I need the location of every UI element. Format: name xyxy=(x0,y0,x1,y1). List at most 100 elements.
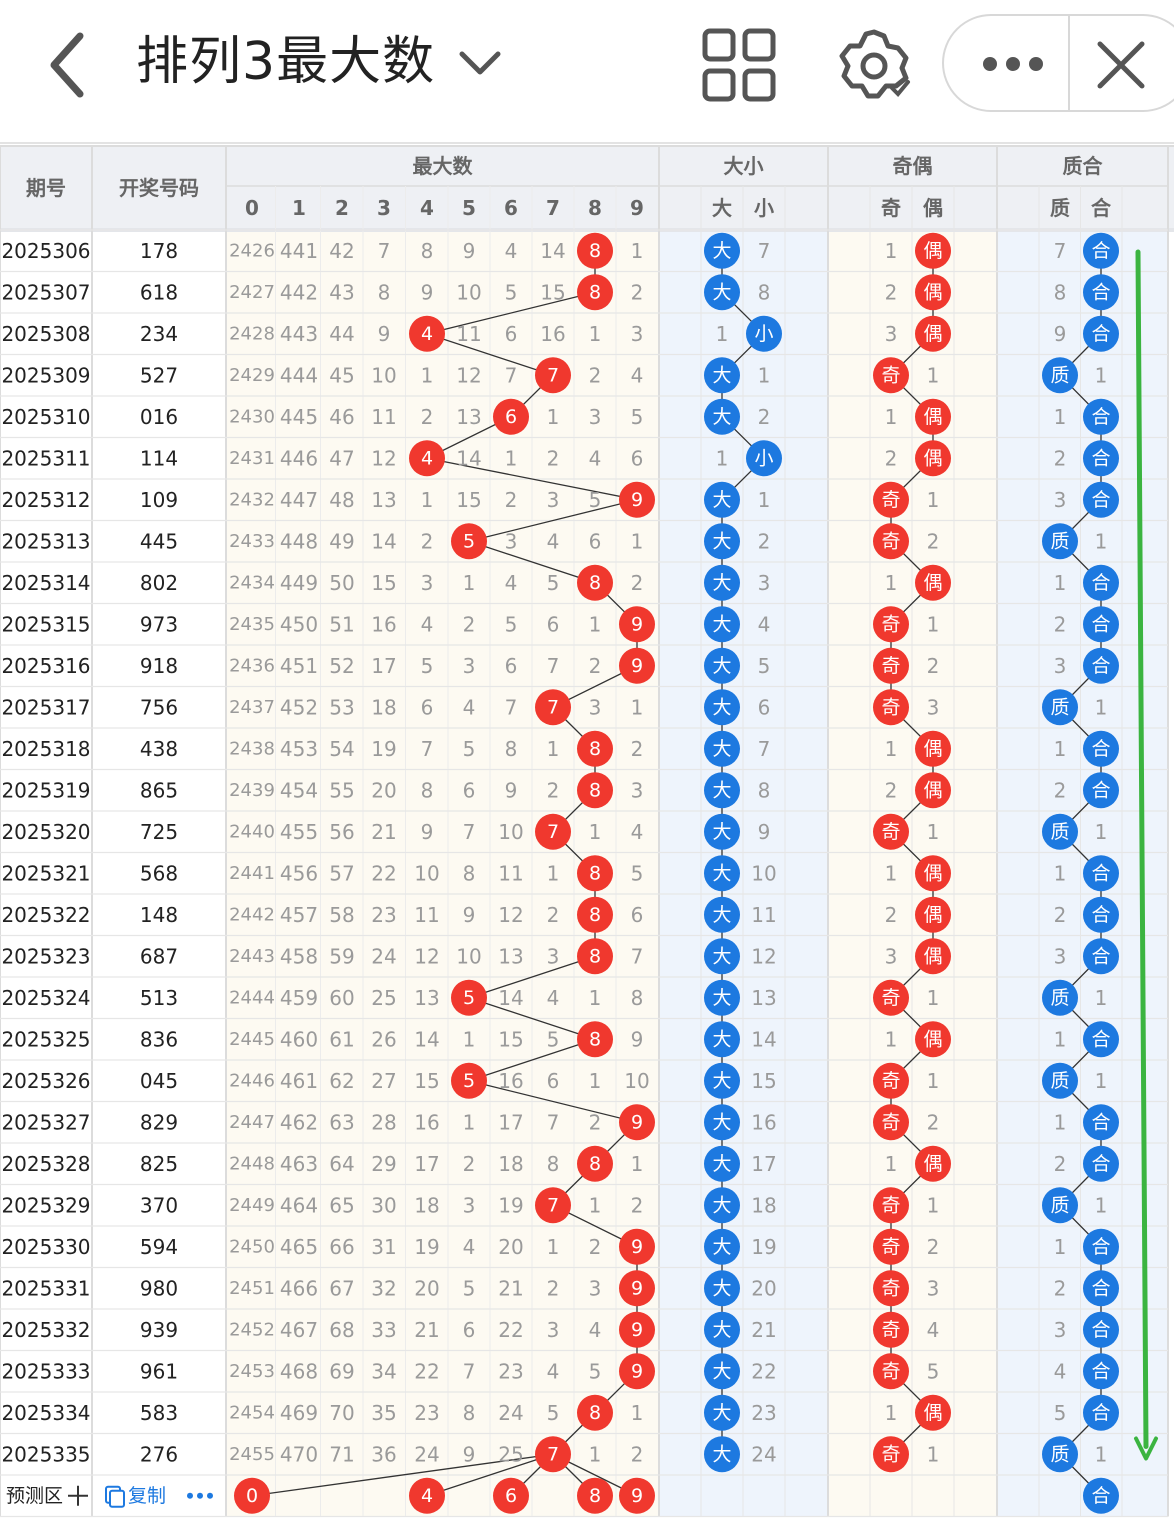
prime-ball-label: 质 xyxy=(1050,1443,1069,1465)
omit-cell: 47 xyxy=(329,446,354,470)
omit-cell: 24 xyxy=(498,1401,523,1425)
more-dots-icon[interactable] xyxy=(187,1492,193,1499)
parity-ball xyxy=(915,440,951,477)
omit-cell: 14 xyxy=(751,1027,776,1051)
size-ball-label: 大 xyxy=(712,530,731,552)
omit-cell: 2 xyxy=(547,903,560,927)
size-ball-label: 大 xyxy=(712,364,731,386)
draw-cell: 527 xyxy=(140,363,178,387)
prime-ball-label: 合 xyxy=(1091,738,1110,760)
omit-cell: 3 xyxy=(463,654,476,678)
copy-button[interactable]: 复制 xyxy=(128,1485,166,1507)
parity-ball-label: 偶 xyxy=(923,281,942,303)
omit-cell: 1 xyxy=(1095,986,1108,1010)
max-ball-label: 4 xyxy=(421,323,433,345)
prime-ball xyxy=(1083,315,1119,352)
omit-cell: 2454 xyxy=(229,1402,275,1423)
omit-cell: 12 xyxy=(371,446,396,470)
prediction-ball-label: 4 xyxy=(421,1485,433,1507)
omit-cell: 1 xyxy=(716,322,729,346)
omit-cell: 6 xyxy=(421,695,434,719)
grid-view-icon[interactable] xyxy=(702,28,776,102)
mini-program-capsule xyxy=(942,14,1174,112)
omit-cell: 15 xyxy=(498,1027,523,1051)
more-dots-icon[interactable] xyxy=(978,46,1048,82)
omit-cell: 450 xyxy=(280,612,318,636)
omit-cell: 6 xyxy=(547,612,560,636)
omit-cell: 70 xyxy=(329,1401,354,1425)
prediction-ball-label: 8 xyxy=(589,1485,601,1507)
omit-cell: 1 xyxy=(927,612,940,636)
prediction-ball[interactable] xyxy=(493,1477,529,1514)
size-ball xyxy=(704,1353,740,1390)
size-ball-label: 大 xyxy=(712,1153,731,1175)
omit-cell: 2 xyxy=(547,1276,560,1300)
issue-cell: 2025317 xyxy=(1,695,90,719)
gear-settings-icon[interactable] xyxy=(834,26,914,106)
omit-cell: 444 xyxy=(280,363,318,387)
omit-cell: 468 xyxy=(280,1359,318,1383)
draw-cell: 802 xyxy=(140,571,178,595)
omit-cell: 1 xyxy=(927,820,940,844)
chevron-down-icon[interactable] xyxy=(456,42,504,82)
size-ball-label: 大 xyxy=(712,1070,731,1092)
prediction-prime-ball[interactable] xyxy=(1083,1477,1119,1514)
prime-ball-label: 合 xyxy=(1091,862,1110,884)
more-dots-icon[interactable] xyxy=(207,1492,213,1499)
omit-cell: 1 xyxy=(716,446,729,470)
digit-header-1: 1 xyxy=(292,196,306,220)
omit-cell: 5 xyxy=(547,1027,560,1051)
parity-ball-label: 奇 xyxy=(881,1360,900,1382)
prediction-ball[interactable] xyxy=(619,1477,655,1514)
omit-cell: 2 xyxy=(421,405,434,429)
omit-cell: 452 xyxy=(280,695,318,719)
omit-cell: 17 xyxy=(414,1152,439,1176)
prediction-label: 预测区 xyxy=(6,1485,63,1507)
more-dots-icon[interactable] xyxy=(197,1492,203,1499)
plus-icon[interactable] xyxy=(68,1485,88,1506)
omit-cell: 2 xyxy=(505,488,518,512)
parity-header-1: 偶 xyxy=(923,196,943,220)
omit-cell: 2 xyxy=(631,571,644,595)
omit-cell: 7 xyxy=(505,363,518,387)
col-header-issue: 期号 xyxy=(26,176,66,200)
omit-cell: 4 xyxy=(463,695,476,719)
prime-ball xyxy=(1083,1145,1119,1182)
page-title[interactable]: 排列3最大数 xyxy=(136,32,436,92)
omit-cell: 13 xyxy=(414,986,439,1010)
close-icon[interactable] xyxy=(1094,38,1148,92)
omit-cell: 5 xyxy=(463,737,476,761)
prime-ball xyxy=(1083,1311,1119,1348)
max-ball xyxy=(409,315,445,352)
prime-ball xyxy=(1083,647,1119,684)
prime-ball xyxy=(1083,772,1119,809)
omit-cell: 24 xyxy=(751,1442,776,1466)
omit-cell: 449 xyxy=(280,571,318,595)
prediction-ball[interactable] xyxy=(577,1477,613,1514)
prime-ball-label: 质 xyxy=(1050,987,1069,1009)
parity-ball-label: 偶 xyxy=(923,779,942,801)
draw-cell: 370 xyxy=(140,1193,178,1217)
prediction-ball-label: 9 xyxy=(631,1485,643,1507)
omit-cell: 1 xyxy=(631,529,644,553)
prime-ball xyxy=(1042,523,1078,560)
prediction-ball[interactable] xyxy=(234,1477,270,1514)
omit-cell: 10 xyxy=(414,861,439,885)
prediction-ball[interactable] xyxy=(409,1477,445,1514)
omit-cell: 46 xyxy=(329,405,354,429)
size-ball xyxy=(704,813,740,850)
omit-cell: 2443 xyxy=(229,946,275,967)
draw-cell: 756 xyxy=(140,695,178,719)
omit-cell: 15 xyxy=(456,488,481,512)
parity-ball-label: 奇 xyxy=(881,1277,900,1299)
omit-cell: 2 xyxy=(589,1110,602,1134)
omit-cell: 7 xyxy=(758,239,771,263)
back-chevron-icon[interactable] xyxy=(40,30,100,100)
prime-ball xyxy=(1083,1353,1119,1390)
omit-cell: 1 xyxy=(885,1152,898,1176)
parity-ball-label: 奇 xyxy=(881,696,900,718)
size-ball xyxy=(704,772,740,809)
omit-cell: 1 xyxy=(589,986,602,1010)
omit-cell: 67 xyxy=(329,1276,354,1300)
omit-cell: 1 xyxy=(463,1110,476,1134)
